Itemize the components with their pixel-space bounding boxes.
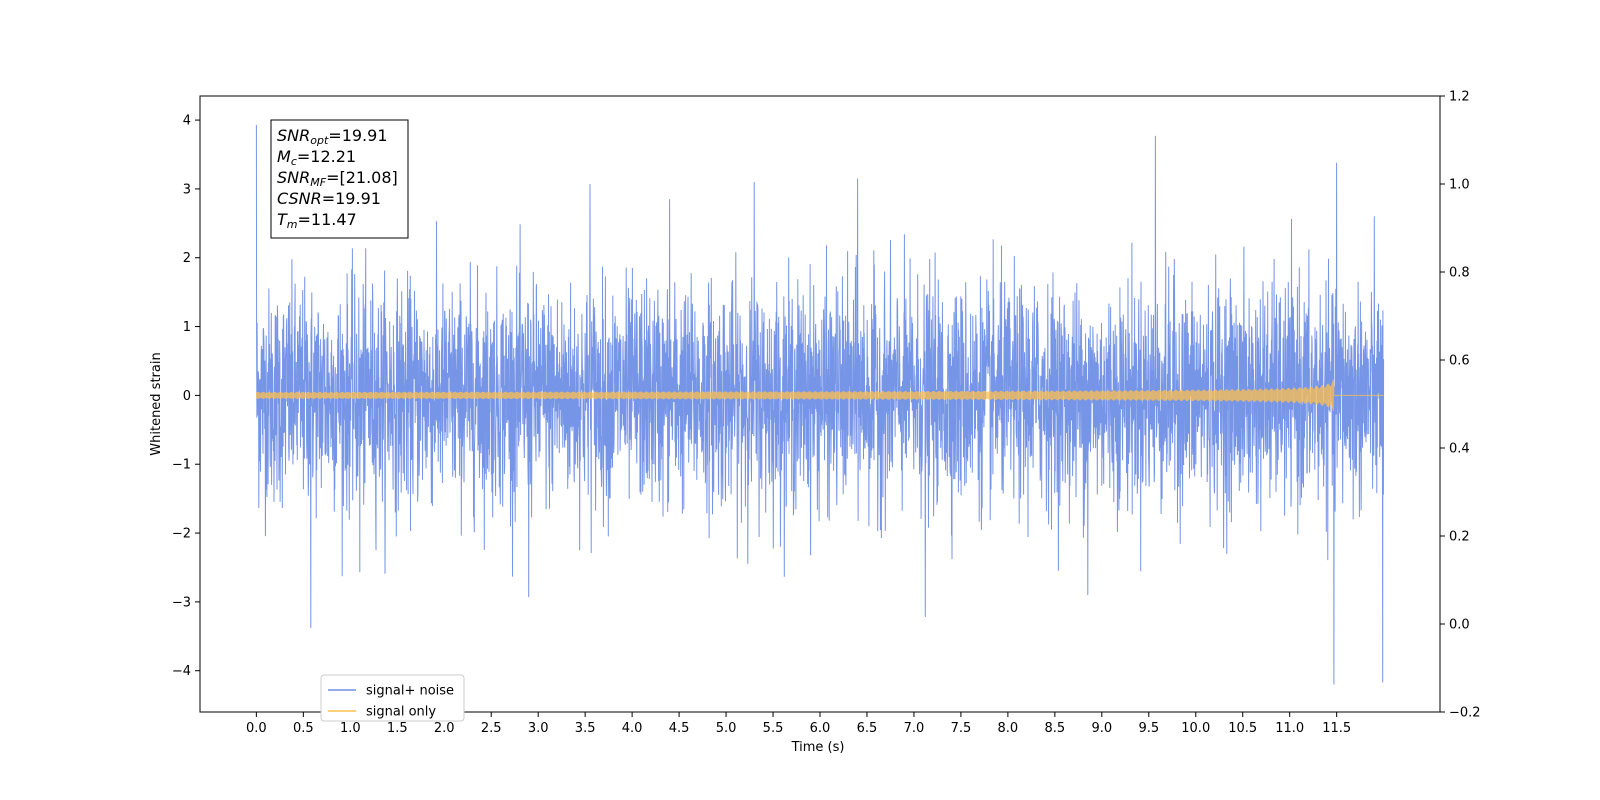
x-tick-label: 7.5	[951, 721, 972, 736]
x-tick-label: 9.5	[1138, 721, 1159, 736]
y2-tick-label: 1.2	[1449, 90, 1470, 105]
y-tick-label: −4	[172, 664, 191, 679]
x-tick-label: 1.5	[387, 721, 408, 736]
x-tick-label: 5.5	[763, 721, 784, 736]
x-tick-label: 2.0	[434, 721, 455, 736]
y2-tick-label: 0.6	[1449, 354, 1470, 369]
y-tick-label: 2	[183, 251, 191, 266]
y2-tick-label: 0.2	[1449, 530, 1470, 545]
x-tick-label: 0.0	[246, 721, 267, 736]
legend: signal+ noise signal only	[320, 674, 465, 722]
y-axis-label: Whitened strain	[149, 352, 164, 455]
series-signal-only-line	[255, 379, 1384, 412]
x-tick-label: 11.0	[1275, 721, 1304, 736]
metrics-box: SNRopt=19.91Mc=12.21SNRMF=[21.08]CSNR=19…	[270, 119, 409, 239]
x-tick-label: 5.0	[716, 721, 737, 736]
metric-line: Mc=12.21	[277, 147, 356, 168]
y2-tick-label: 1.0	[1449, 178, 1470, 193]
x-tick-label: 7.0	[904, 721, 925, 736]
y2-tick-label: 0.8	[1449, 266, 1470, 281]
y2-tick-label: 0.0	[1449, 618, 1470, 633]
y-tick-label: 0	[183, 389, 191, 404]
y-tick-label: 3	[183, 182, 191, 197]
y-tick-label: −2	[172, 527, 191, 542]
x-tick-label: 10.5	[1228, 721, 1257, 736]
x-tick-label: 9.0	[1091, 721, 1112, 736]
metric-line: CSNR=19.91	[277, 189, 381, 208]
x-tick-label: 11.5	[1322, 721, 1351, 736]
metric-line: SNRopt=19.91	[277, 126, 388, 147]
y-tick-label: −3	[172, 595, 191, 610]
x-tick-label: 3.5	[575, 721, 596, 736]
legend-label: signal only	[366, 705, 436, 720]
x-tick-label: 2.5	[481, 721, 502, 736]
x-tick-label: 8.5	[1045, 721, 1066, 736]
plot-area	[255, 124, 1385, 685]
x-tick-label: 6.0	[810, 721, 831, 736]
series-signal-plus-noise-line	[255, 124, 1385, 685]
metric-line: Tm=11.47	[277, 210, 357, 231]
y-tick-label: 1	[183, 320, 191, 335]
metric-line: SNRMF=[21.08]	[277, 168, 398, 189]
x-tick-label: 6.5	[857, 721, 878, 736]
y-tick-label: −1	[172, 458, 191, 473]
legend-label: signal+ noise	[366, 684, 454, 699]
y2-tick-label: −0.2	[1449, 706, 1481, 721]
y-axis-left: −4 −3 −2 −1 0 1 2 3 4	[172, 114, 200, 679]
y2-tick-label: 0.4	[1449, 442, 1470, 457]
x-tick-label: 4.0	[622, 721, 643, 736]
y-axis-right: −0.2 0.0 0.2 0.4 0.6 0.8 1.0 1.2	[1440, 90, 1481, 721]
x-tick-label: 8.0	[998, 721, 1019, 736]
x-tick-label: 0.5	[293, 721, 314, 736]
x-axis: 0.0 0.5 1.0 1.5 2.0 2.5 3.0 3.5 4.0 4.5 5.0 5.5 6.0 6…	[246, 712, 1351, 736]
x-tick-label: 4.5	[669, 721, 690, 736]
y-tick-label: 4	[183, 114, 191, 129]
x-axis-label: Time (s)	[791, 740, 845, 755]
x-tick-label: 3.0	[528, 721, 549, 736]
x-tick-label: 1.0	[340, 721, 361, 736]
x-tick-label: 10.0	[1181, 721, 1210, 736]
